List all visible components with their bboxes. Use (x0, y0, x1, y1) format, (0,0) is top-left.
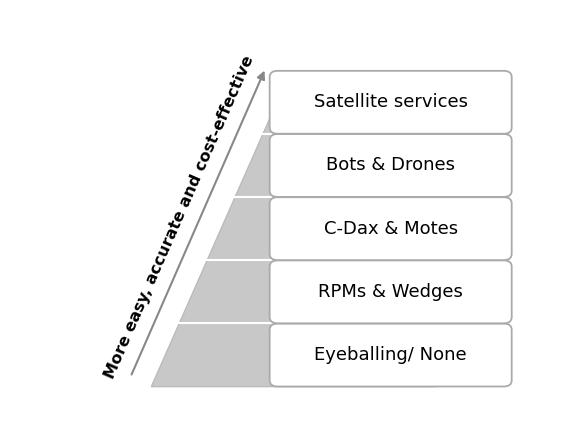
Text: Eyeballing/ None: Eyeballing/ None (315, 346, 467, 364)
Text: More easy, accurate and cost-effective: More easy, accurate and cost-effective (102, 54, 256, 381)
FancyBboxPatch shape (269, 260, 512, 323)
Text: RPMs & Wedges: RPMs & Wedges (318, 283, 463, 301)
Text: Bots & Drones: Bots & Drones (326, 157, 455, 174)
FancyBboxPatch shape (269, 71, 512, 134)
Text: Satellite services: Satellite services (313, 93, 468, 112)
FancyBboxPatch shape (269, 134, 512, 197)
Text: C-Dax & Motes: C-Dax & Motes (324, 220, 458, 238)
FancyBboxPatch shape (269, 324, 512, 387)
Polygon shape (151, 70, 435, 387)
FancyBboxPatch shape (269, 197, 512, 260)
